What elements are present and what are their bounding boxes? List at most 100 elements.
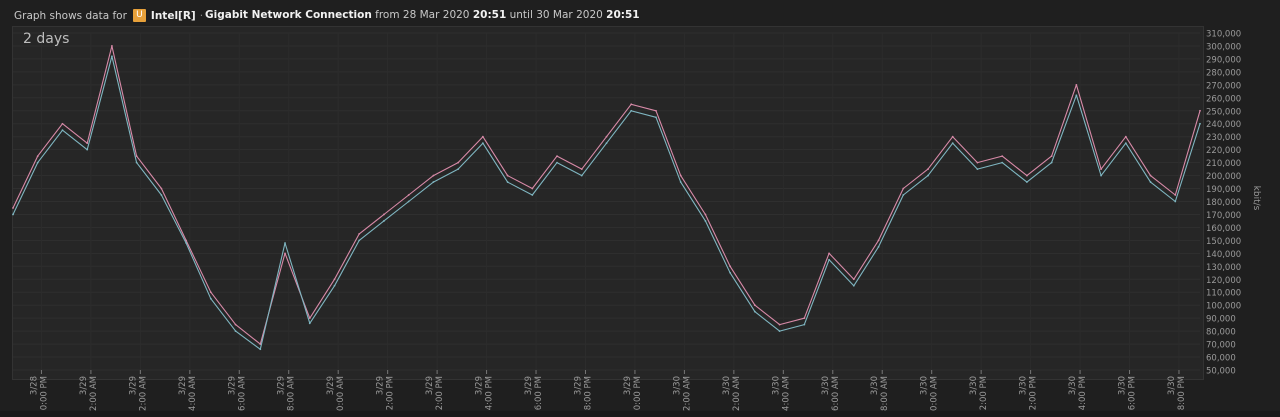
- data-point: [209, 291, 212, 294]
- from-time: 20:51: [472, 9, 507, 21]
- x-tick-time: 10:00 AM: [336, 376, 346, 416]
- x-tick-date: 3/29: [227, 376, 237, 395]
- data-point: [630, 103, 633, 106]
- data-point: [1100, 174, 1102, 177]
- x-tick-time: 8:00 AM: [287, 376, 297, 411]
- x-tick-date: 3/29: [178, 376, 188, 395]
- data-point: [259, 348, 262, 351]
- data-point: [135, 161, 138, 164]
- data-point: [1025, 174, 1028, 177]
- x-tick-date: 3/29: [79, 376, 89, 395]
- data-point: [729, 265, 732, 268]
- data-point: [61, 122, 64, 125]
- x-tick-time: 4:00 PM: [1078, 376, 1088, 410]
- data-point: [729, 271, 732, 274]
- data-point: [432, 174, 435, 177]
- data-point: [655, 116, 657, 119]
- x-tick-time: 4:00 AM: [781, 376, 791, 411]
- x-tick-label: 3/30 6:00 AM: [821, 376, 841, 411]
- y-tick-label: 310,000: [1206, 30, 1241, 40]
- x-tick-date: 3/30: [870, 376, 880, 395]
- y-tick-label: 80,000: [1206, 328, 1236, 338]
- data-point: [976, 168, 979, 170]
- adapter-short-name[interactable]: Intel[R]: [150, 9, 196, 22]
- data-point: [951, 135, 954, 138]
- x-tick-label: 3/30 4:00 PM: [1068, 376, 1088, 410]
- data-point: [630, 109, 633, 112]
- header-prefix: Graph shows data for: [14, 9, 127, 22]
- x-tick-time: 12:00 PM: [979, 376, 989, 416]
- x-tick-label: 3/29 2:00 AM: [128, 376, 148, 411]
- x-tick-date: 3/29: [475, 376, 485, 395]
- x-tick-time: 12:00 AM: [89, 376, 99, 416]
- data-point: [1149, 181, 1152, 183]
- x-tick-date: 3/29: [277, 376, 287, 395]
- x-tick-time: 10:00 PM: [39, 376, 49, 416]
- x-tick-label: 3/29 4:00 PM: [475, 376, 495, 410]
- x-tick-date: 3/29: [573, 376, 583, 395]
- data-point: [877, 239, 880, 242]
- x-tick-label: 3/30 8:00 AM: [870, 376, 890, 411]
- x-tick-date: 3/29: [524, 376, 534, 395]
- data-point: [1149, 174, 1152, 177]
- x-tick-date: 3/30: [1167, 376, 1177, 395]
- data-point: [308, 317, 311, 320]
- from-date: 28 Mar 2020: [402, 9, 470, 21]
- data-point: [877, 245, 880, 248]
- data-point: [828, 258, 830, 261]
- data-point: [976, 161, 979, 164]
- x-tick-time: 8:00 PM: [583, 376, 593, 410]
- data-point: [927, 174, 929, 177]
- x-tick-label: 3/30 4:00 AM: [771, 376, 791, 411]
- y-tick-label: 300,000: [1206, 42, 1241, 52]
- data-point: [803, 317, 806, 320]
- x-tick-date: 3/29: [623, 376, 633, 395]
- data-point: [407, 194, 410, 196]
- x-tick-date: 3/29: [376, 376, 386, 395]
- y-tick-label: 140,000: [1206, 250, 1241, 260]
- data-point: [927, 168, 929, 170]
- data-point: [432, 181, 435, 183]
- data-point: [185, 242, 188, 244]
- data-point: [234, 330, 237, 333]
- data-point: [531, 194, 534, 196]
- x-tick-label: 3/29 6:00 AM: [227, 376, 247, 411]
- data-point: [481, 135, 484, 138]
- data-point: [506, 181, 509, 183]
- y-tick-label: 220,000: [1206, 146, 1241, 156]
- y-tick-label: 170,000: [1206, 211, 1241, 221]
- x-tick-label: 3/29 4:00 AM: [178, 376, 198, 411]
- x-tick-time: 8:00 AM: [880, 376, 890, 411]
- y-tick-label: 70,000: [1206, 341, 1236, 351]
- series-line-pink: [12, 45, 1201, 345]
- x-tick-date: 3/29: [425, 376, 435, 395]
- until-word: until: [509, 9, 533, 21]
- y-tick-label: 180,000: [1206, 198, 1241, 208]
- data-point: [407, 200, 410, 203]
- data-point: [531, 187, 534, 190]
- y-tick-label: 90,000: [1206, 315, 1236, 325]
- data-point: [259, 343, 262, 345]
- data-point: [1199, 122, 1201, 125]
- data-point: [753, 310, 756, 313]
- x-tick-label: 3/29 8:00 AM: [277, 376, 297, 411]
- x-tick-date: 3/29: [326, 376, 336, 395]
- data-point: [185, 239, 188, 242]
- x-tick-time: 6:00 AM: [831, 376, 841, 411]
- data-point: [1025, 181, 1028, 183]
- adapter-badge-icon: U: [132, 9, 146, 22]
- data-point: [1100, 168, 1102, 170]
- data-point: [358, 233, 361, 235]
- data-point: [1001, 161, 1004, 164]
- data-point: [704, 213, 707, 216]
- data-point: [308, 322, 311, 325]
- data-point: [160, 187, 163, 190]
- x-tick-time: 4:00 PM: [485, 376, 495, 410]
- header-separator: ·: [199, 9, 204, 22]
- data-point: [605, 135, 608, 138]
- data-point: [234, 323, 237, 326]
- data-point: [12, 207, 14, 209]
- x-tick-time: 4:00 AM: [188, 376, 198, 411]
- y-tick-label: 60,000: [1206, 354, 1236, 364]
